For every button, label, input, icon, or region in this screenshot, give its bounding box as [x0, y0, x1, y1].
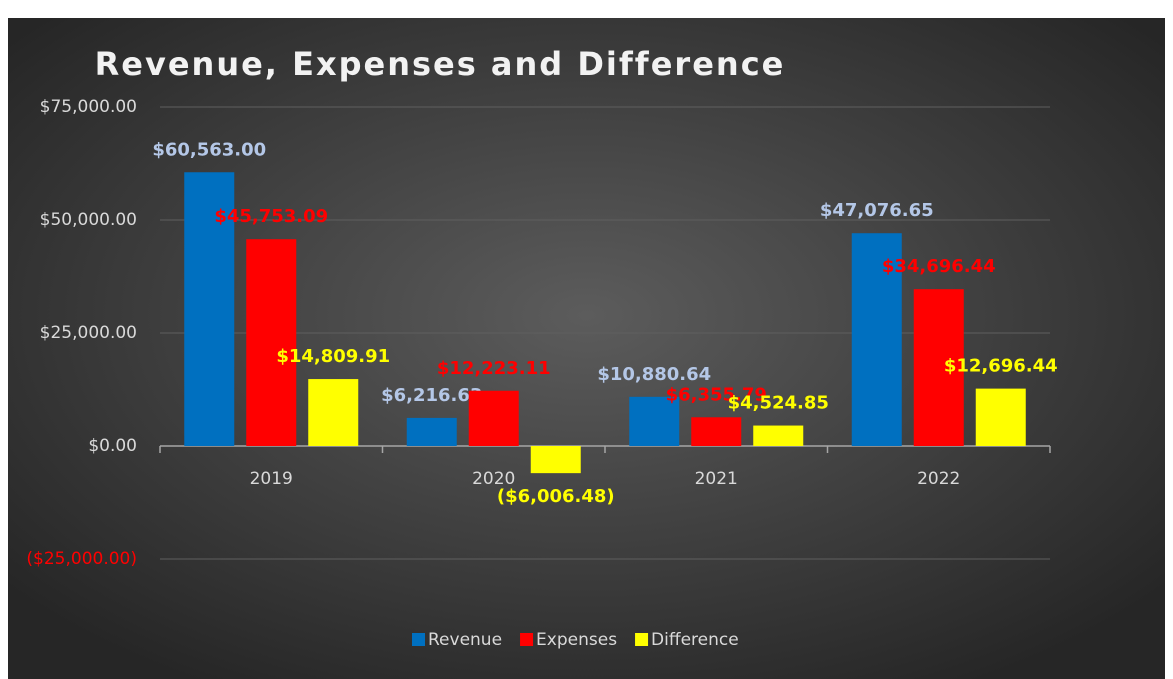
data-label: $45,753.09 — [214, 206, 328, 227]
data-label: ($6,006.48) — [497, 486, 615, 507]
x-tick-label: 2020 — [472, 469, 515, 489]
bar — [406, 417, 457, 446]
data-label: $6,216.63 — [381, 385, 482, 406]
bar — [530, 446, 581, 474]
y-tick-label: $75,000.00 — [40, 97, 137, 117]
bar — [691, 417, 742, 446]
data-label: $4,524.85 — [728, 393, 829, 414]
y-tick-label: $25,000.00 — [40, 323, 137, 343]
bar — [629, 396, 680, 446]
bar — [246, 239, 297, 446]
legend-swatch — [635, 633, 649, 646]
data-label: $47,076.65 — [820, 200, 934, 221]
data-label: $10,880.64 — [597, 364, 711, 385]
bar — [308, 379, 359, 446]
x-tick-label: 2021 — [695, 469, 738, 489]
bar — [975, 388, 1026, 446]
data-label: $14,809.91 — [276, 346, 390, 367]
bar — [913, 289, 964, 446]
x-tick-label: 2022 — [917, 469, 960, 489]
legend-label: Difference — [651, 630, 739, 650]
data-label: $60,563.00 — [152, 139, 266, 160]
data-label: $34,696.44 — [882, 256, 996, 277]
bar — [468, 390, 519, 446]
bar — [184, 172, 235, 446]
data-label: $12,223.11 — [437, 358, 551, 379]
y-tick-label: $50,000.00 — [40, 210, 137, 230]
legend-swatch — [412, 633, 425, 646]
chart-title: Revenue, Expenses and Difference — [95, 45, 786, 83]
data-label: $6,355.79 — [666, 384, 767, 405]
bar — [851, 233, 902, 446]
x-tick-label: 2019 — [250, 469, 293, 489]
bar — [753, 425, 804, 446]
y-tick-label: $0.00 — [88, 436, 137, 456]
legend-label: Expenses — [536, 630, 617, 650]
chart-background — [8, 18, 1165, 679]
y-tick-label: ($25,000.00) — [26, 549, 137, 569]
data-label: $12,696.44 — [944, 356, 1058, 377]
legend-label: Revenue — [428, 630, 502, 650]
legend-swatch — [520, 633, 534, 646]
